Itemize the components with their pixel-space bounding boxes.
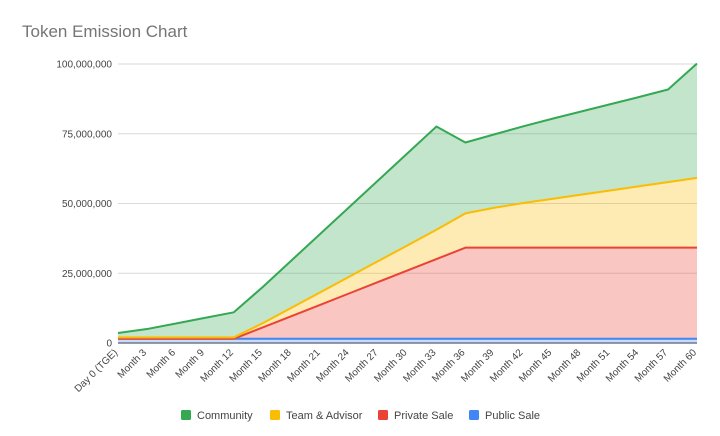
x-tick-label: Month 6 [145, 347, 179, 381]
line-community [117, 62, 698, 334]
legend-swatch-public-sale [469, 410, 479, 420]
area-team-advisor [118, 177, 697, 339]
legend: Community Team & Advisor Private Sale Publi… [181, 410, 540, 422]
legend-label-community: Community [197, 410, 253, 422]
area-community [118, 63, 697, 338]
line-private-sale [118, 246, 697, 340]
chart-title: Token Emission Chart [22, 22, 188, 41]
legend-label-team-advisor: Team & Advisor [286, 410, 363, 422]
grid-layer [118, 63, 697, 344]
y-tick-label: 100,000,000 [56, 60, 112, 71]
y-tick-label: 50,000,000 [62, 199, 112, 210]
area-private-sale [118, 247, 697, 339]
legend-label-private-sale: Private Sale [394, 410, 453, 422]
y-tick-label: 25,000,000 [62, 269, 112, 280]
y-tick-label: 0 [106, 339, 112, 350]
x-tick-label: Month 3 [116, 347, 150, 381]
line-team-advisor [118, 176, 698, 339]
legend-swatch-community [181, 410, 191, 420]
y-tick-label: 75,000,000 [62, 129, 112, 140]
legend-label-public-sale: Public Sale [485, 410, 540, 422]
line-layer [117, 62, 698, 340]
x-tick-label: Day 0 (TGE) [73, 347, 120, 394]
legend-swatch-private-sale [378, 410, 388, 420]
legend-swatch-team-advisor [270, 410, 280, 420]
area-public-sale [118, 338, 697, 343]
area-layer [118, 63, 697, 343]
